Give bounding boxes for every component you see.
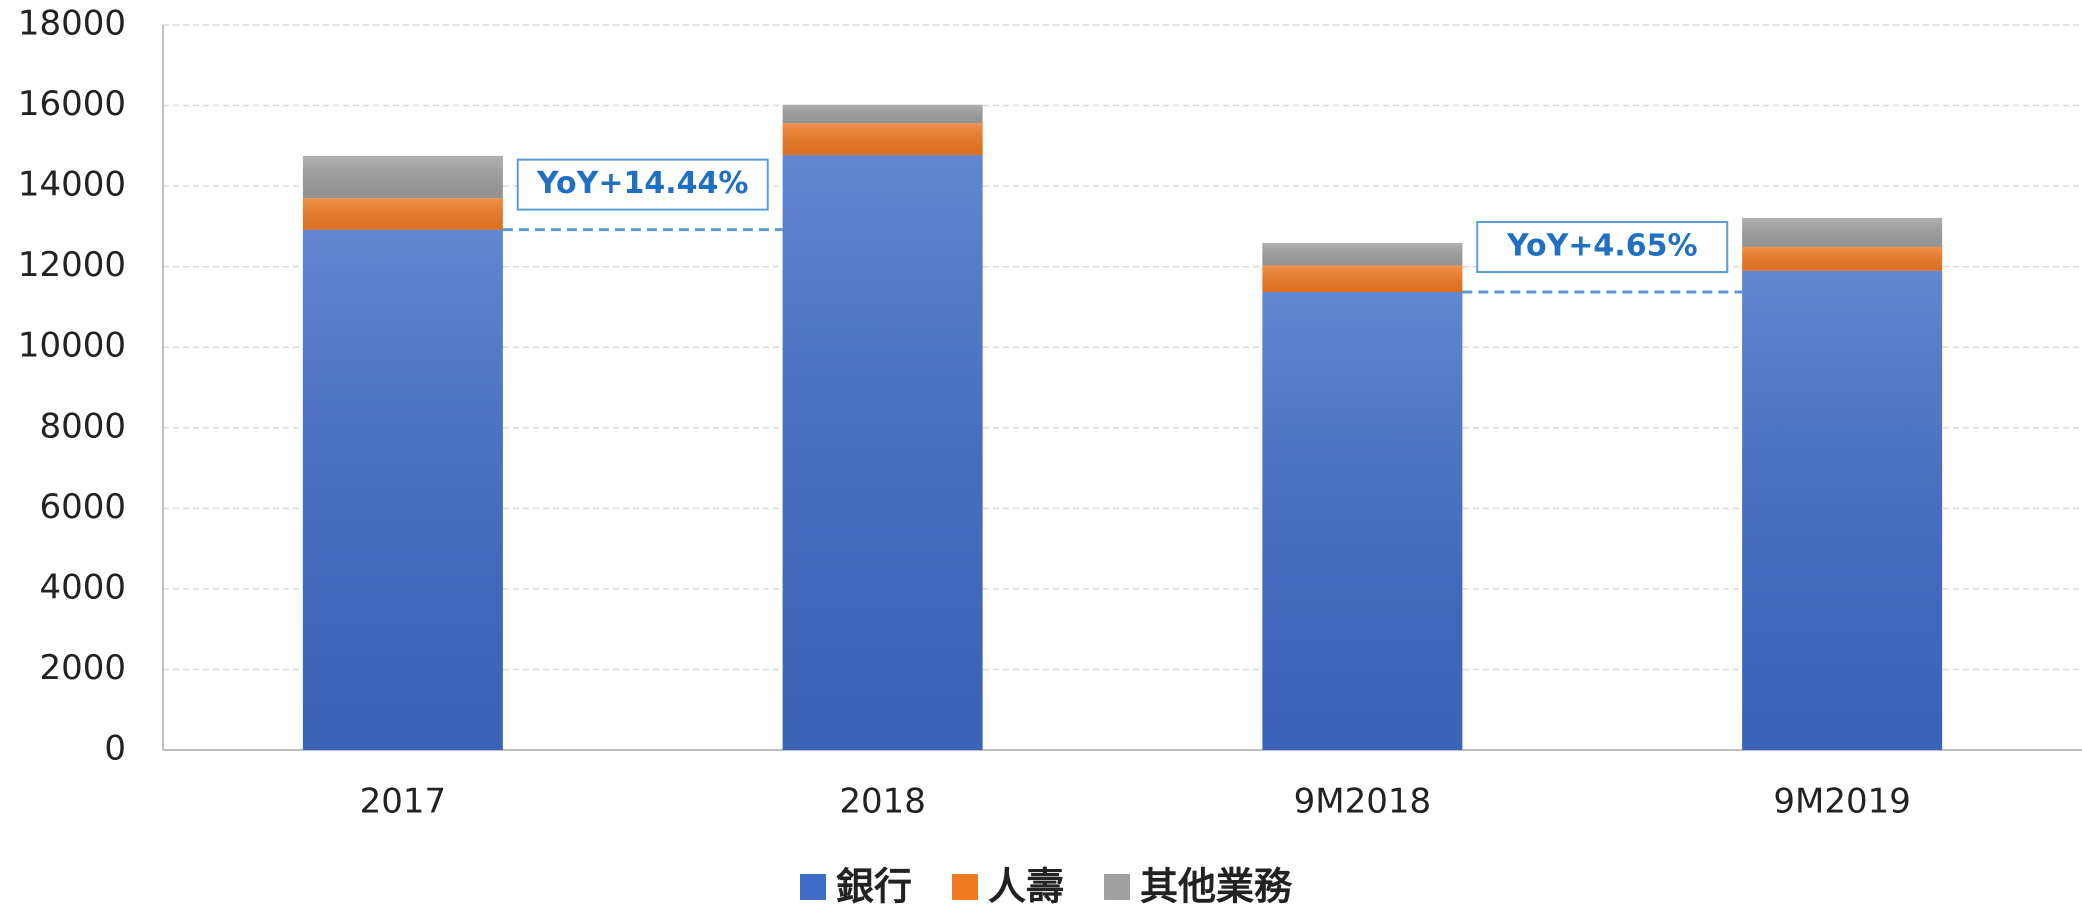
bar-shade xyxy=(1262,242,1463,266)
y-tick-label: 10000 xyxy=(18,326,126,366)
bar-shade xyxy=(1262,292,1463,750)
bar-shade xyxy=(302,155,503,199)
legend-label: 銀行 xyxy=(836,865,912,909)
x-tick-label: 2018 xyxy=(839,782,926,822)
yoy-label: YoY+14.44% xyxy=(536,166,748,201)
y-tick-label: 16000 xyxy=(18,84,126,124)
yoy-box xyxy=(516,158,769,211)
legend-swatch xyxy=(800,874,826,900)
bar-shade xyxy=(782,104,983,124)
legend-swatch xyxy=(952,874,979,900)
y-tick-label: 6000 xyxy=(39,487,126,527)
bar-shade xyxy=(302,229,503,751)
x-tick-label: 9M2018 xyxy=(1294,782,1432,822)
y-tick-label: 2000 xyxy=(39,648,126,688)
legend-label: 人壽 xyxy=(988,865,1064,909)
y-tick-label: 12000 xyxy=(18,245,126,285)
y-tick-label: 0 xyxy=(104,729,126,769)
yoy-label: YoY+4.65% xyxy=(1506,229,1698,264)
bar-shade xyxy=(302,198,503,230)
bar-shade xyxy=(1742,270,1943,750)
x-tick-label: 9M2019 xyxy=(1773,782,1911,822)
bar-shade xyxy=(1742,217,1943,247)
y-tick-label: 4000 xyxy=(39,567,126,607)
bar-shade xyxy=(1742,246,1943,271)
legend-label: 其他業務 xyxy=(1140,865,1293,909)
bar-shade xyxy=(782,155,983,750)
y-tick-label: 8000 xyxy=(39,406,126,446)
x-tick-label: 2017 xyxy=(360,782,447,822)
legend-swatch xyxy=(1104,874,1131,900)
y-tick-label: 14000 xyxy=(18,165,126,205)
bar-shade xyxy=(782,123,983,156)
bar-shade xyxy=(1262,265,1463,293)
y-tick-label: 18000 xyxy=(18,4,126,44)
yoy-box xyxy=(1476,221,1729,274)
